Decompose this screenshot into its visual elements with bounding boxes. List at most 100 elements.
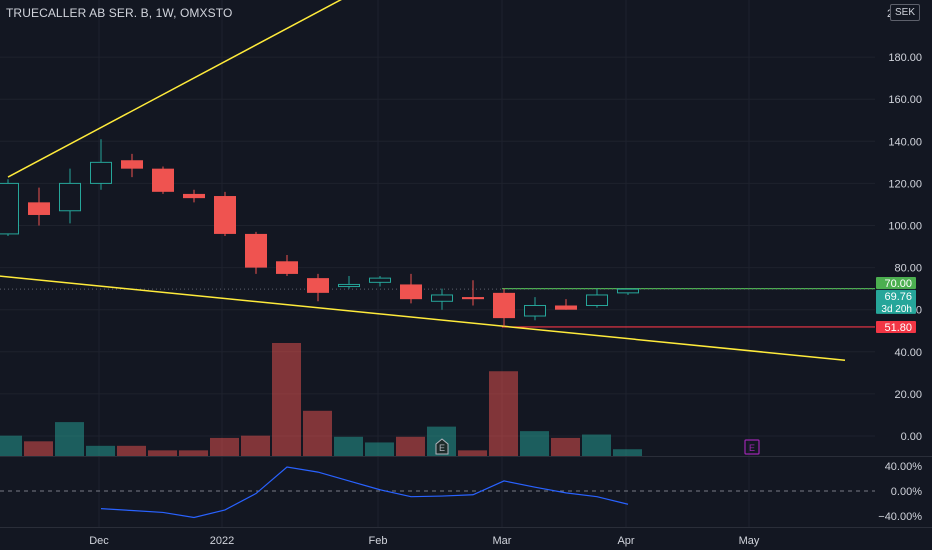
candle	[245, 231, 267, 274]
volume-bar	[86, 445, 115, 456]
candle-body	[400, 284, 422, 300]
candle-body	[214, 196, 236, 234]
candle-body	[276, 261, 298, 274]
candle	[276, 254, 298, 277]
candle	[369, 276, 391, 287]
volume-bar	[272, 343, 301, 456]
candle	[462, 280, 484, 306]
candle	[431, 288, 453, 310]
symbol-title: TRUECALLER AB SER. B, 1W, OMXSTO	[6, 6, 233, 20]
volume-bar	[241, 435, 270, 456]
candle-body	[245, 233, 267, 268]
candle	[338, 276, 360, 289]
volume-bars	[0, 343, 642, 456]
time-tick-label: Apr	[617, 535, 634, 547]
candle	[214, 191, 236, 237]
oscillator-tick-label: −40.00%	[878, 511, 922, 523]
price-tick-label: 160.00	[888, 94, 922, 106]
candle	[59, 168, 81, 224]
volume-bar	[520, 431, 549, 456]
candle	[152, 166, 174, 194]
candle	[586, 288, 608, 308]
trendline	[7, 0, 342, 178]
last-price-badge-bg	[876, 289, 916, 314]
candle	[0, 179, 19, 237]
oscillator-tick-label: 40.00%	[885, 461, 923, 473]
candle-body	[338, 283, 360, 288]
oscillator-tick-label: 0.00%	[891, 486, 922, 498]
volume-bar	[0, 435, 22, 456]
volume-bar	[303, 410, 332, 456]
trendlines	[0, 0, 846, 361]
time-axis: Dec 2022 Feb Mar Apr May	[89, 535, 760, 547]
volume-bar	[210, 437, 239, 456]
volume-bar	[551, 437, 580, 456]
trendline	[0, 275, 846, 361]
candle-body	[586, 294, 608, 306]
candles	[0, 139, 639, 327]
candle	[555, 299, 577, 310]
candle	[307, 273, 329, 302]
time-tick-label: Feb	[369, 535, 388, 547]
stop-price-badge: 51.80	[876, 320, 916, 334]
earnings-marker-label: E	[749, 443, 755, 453]
candle	[400, 273, 422, 304]
target-price-badge-text: 70.00	[884, 278, 912, 290]
candle	[121, 153, 143, 178]
candle-body	[555, 305, 577, 310]
candle-body	[431, 294, 453, 302]
price-tick-label: 40.00	[894, 347, 922, 359]
volume-bar	[582, 434, 611, 456]
time-tick-label: Mar	[493, 535, 512, 547]
price-tick-label: 80.00	[894, 263, 922, 275]
volume-bar	[613, 449, 642, 456]
target-price-badge-bg	[876, 276, 916, 289]
target-price-badge: 70.00	[876, 276, 916, 290]
candle-body	[0, 182, 19, 235]
time-tick-label: 2022	[210, 535, 234, 547]
candle-body	[524, 304, 546, 317]
time-tick-label: May	[739, 535, 760, 547]
stop-price-badge-bg	[876, 320, 916, 333]
volume-bar	[55, 422, 84, 456]
currency-badge[interactable]: SEK	[890, 4, 920, 21]
stop-price-badge-text: 51.80	[884, 322, 912, 334]
volume-bar	[365, 442, 394, 456]
volume-bar	[458, 450, 487, 456]
candle-body	[183, 193, 205, 199]
candle	[90, 139, 112, 190]
volume-bar	[24, 441, 53, 456]
earnings-marker-label: E	[439, 443, 445, 453]
earnings-marker-box	[435, 438, 449, 455]
price-axis: 180.00160.00140.00120.00100.0080.0060.00…	[878, 8, 922, 523]
price-tick-label: 100.00	[888, 221, 922, 233]
volume-bar	[489, 371, 518, 456]
volume-bar	[117, 445, 146, 456]
price-tick-label: 140.00	[888, 136, 922, 148]
candle-body	[307, 278, 329, 293]
oscillator-line	[100, 466, 629, 519]
candle-body	[152, 168, 174, 192]
volume-bar	[396, 436, 425, 456]
earnings-marker-box	[744, 439, 760, 455]
candle	[493, 288, 515, 327]
volume-bar	[334, 436, 363, 456]
last-price-badge-countdown: 3d 20h	[881, 304, 912, 315]
candle-body	[121, 160, 143, 169]
time-tick-label: Dec	[89, 535, 109, 547]
candle	[524, 297, 546, 321]
volume-bar	[179, 450, 208, 456]
price-tick-label: 0.00	[901, 431, 922, 443]
candle	[183, 189, 205, 203]
earnings-marker: E	[744, 439, 760, 455]
price-tick-label: 180.00	[888, 52, 922, 64]
oscillator-pane	[0, 466, 875, 519]
candle-body	[493, 292, 515, 319]
price-tick-label: 20.00	[894, 389, 922, 401]
price-tick-label: 120.00	[888, 178, 922, 190]
earnings-marker: E	[435, 438, 449, 455]
candle-body	[90, 161, 112, 184]
volume-bar	[148, 450, 177, 456]
